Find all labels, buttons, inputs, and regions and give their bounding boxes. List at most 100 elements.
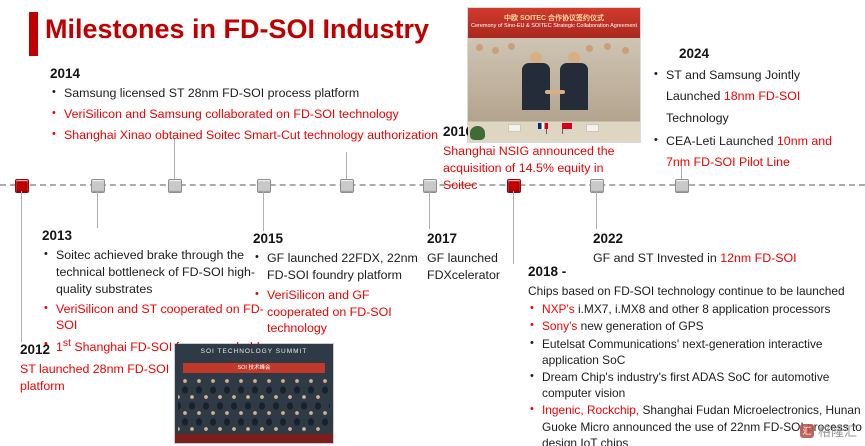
milestone-2017-year: 2017 (427, 231, 458, 246)
connector-2012 (21, 191, 22, 342)
milestone-2024-item-1-highlight: 10nm and 7nm FD-SOI Pilot Line (666, 133, 833, 170)
official-left (522, 52, 550, 110)
audience-head (586, 45, 593, 52)
timeline-marker-2012 (15, 179, 29, 193)
handshake (545, 90, 565, 94)
milestone-2022-text-pre: GF and ST Invested in (593, 251, 721, 265)
milestone-2014-item-1-text: VeriSilicon and Samsung collaborated on … (64, 106, 399, 121)
milestone-2022-text: GF and ST Invested in 12nm FD-SOI (593, 250, 855, 267)
milestone-2015-item-0-text: GF launched 22FDX, 22nm FD-SOI foundry p… (267, 251, 418, 282)
milestone-2015-item-1: VeriSilicon and GF cooperated on FD-SOI … (253, 287, 421, 338)
milestone-2024: 2024 ST and Samsung Jointly Launched 18n… (652, 46, 837, 176)
timeline-marker-2014 (168, 179, 182, 193)
audience-head (476, 44, 483, 51)
milestone-2014: 2014 Samsung licensed ST 28nm FD-SOI pro… (50, 66, 460, 148)
timeline-marker-2024 (675, 179, 689, 193)
milestone-2016-text: Shanghai NSIG announced the acquisition … (443, 144, 615, 192)
document-on-table (586, 124, 599, 132)
crowd-row (178, 377, 330, 394)
ceremony-banner-line1: 中欧 SOITEC 合作协议签约仪式 (504, 15, 604, 22)
timeline-marker-2016 (340, 179, 354, 193)
milestone-2018-item-1-highlight: Sony's (542, 319, 578, 334)
audience-head (508, 43, 515, 50)
milestone-2014-item-2: Shanghai Xinao obtained Soitec Smart-Cut… (50, 127, 460, 144)
milestone-2013-item-0-text: Soitec achieved brake through the techni… (56, 248, 256, 296)
milestone-2024-item-1: CEA-Leti Launched 10nm and 7nm FD-SOI Pi… (652, 131, 837, 174)
milestone-2024-item-0: ST and Samsung Jointly Launched 18nm FD-… (652, 65, 837, 129)
ceremony-table (468, 121, 640, 142)
timeline-marker-2015 (257, 179, 271, 193)
audience-head (622, 47, 629, 54)
milestone-2012-text: ST launched 28nm FD-SOI platform (20, 362, 170, 393)
milestone-2017-text: GF launched FDXcelerator (427, 251, 500, 282)
milestone-2024-item-0-post: Technology (666, 110, 729, 125)
milestone-2015-item-0: GF launched 22FDX, 22nm FD-SOI foundry p… (253, 250, 421, 284)
milestone-2024-item-0-highlight: 18nm FD-SOI (723, 89, 801, 104)
ceremony-banner: 中欧 SOITEC 合作协议签约仪式 Ceremony of Sino-EU &… (468, 8, 640, 38)
flag-pole (562, 124, 563, 134)
milestone-2018-item-0-highlight: NXP's (542, 302, 575, 317)
milestone-2018-item-4-highlight: Ingenic, Rockchip, (542, 403, 640, 418)
connector-2022 (596, 191, 597, 229)
milestone-2014-item-1: VeriSilicon and Samsung collaborated on … (50, 106, 460, 123)
milestone-2017: 2017 GF launched FDXcelerator (427, 231, 527, 284)
milestone-2014-item-0: Samsung licensed ST 28nm FD-SOI process … (50, 85, 460, 102)
ceremony-banner-line2: Ceremony of Sino-EU & SOITEC Strategic C… (471, 23, 637, 29)
milestone-2014-item-0-text: Samsung licensed ST 28nm FD-SOI process … (64, 86, 360, 100)
milestone-2016-year: 2016 (443, 124, 474, 139)
flag-pole (546, 124, 547, 134)
timeline-marker-2017 (423, 179, 437, 193)
milestone-2024-item-0-pre: ST and Samsung Jointly Launched (666, 68, 801, 104)
official-left-head (530, 52, 542, 64)
milestone-2013: 2013 Soitec achieved brake through the t… (42, 228, 270, 359)
milestone-2012-year: 2012 (20, 342, 51, 357)
connector-2017 (429, 191, 430, 229)
title-accent-bar (29, 12, 38, 56)
milestone-2018-item-4-text: Shanghai Fudan Microelectronics, Hunan G… (542, 403, 862, 446)
crowd-row (178, 409, 330, 426)
milestone-2018-item-3-text: Dream Chip's industry's first ADAS SoC f… (542, 369, 830, 401)
milestone-2018-item-1: Sony's new generation of GPS (528, 318, 865, 334)
milestone-2014-item-2-text: Shanghai Xinao obtained Soitec Smart-Cut… (64, 127, 439, 142)
signing-ceremony-photo: 中欧 SOITEC 合作协议签约仪式 Ceremony of Sino-EU &… (468, 8, 640, 142)
gelonghui-watermark-text: 格隆汇 (817, 424, 857, 439)
milestone-2013-item-2-num: 1 (56, 340, 63, 355)
gelonghui-watermark: 格隆汇 (799, 421, 857, 440)
connector-2016 (346, 152, 347, 179)
milestone-2018-intro: Chips based on FD-SOI technology continu… (528, 284, 845, 298)
china-flag (562, 123, 572, 129)
audience-head (604, 43, 611, 50)
milestone-2013-year: 2013 (42, 228, 73, 243)
milestone-2018-item-1-text: new generation of GPS (577, 319, 704, 334)
milestone-2015-year: 2015 (253, 231, 284, 246)
milestone-2018-year: 2018 - (528, 264, 567, 279)
milestone-2018-item-0: NXP's i.MX7, i.MX8 and other 8 applicati… (528, 301, 865, 317)
connector-2015 (263, 191, 264, 231)
official-right-head (568, 52, 580, 64)
milestone-2018-item-2-text: Eutelsat Communications' next-generation… (542, 336, 823, 367)
timeline-marker-2013 (91, 179, 105, 193)
timeline-marker-2018 (507, 179, 521, 193)
summit-group-photo: SOI TECHNOLOGY SUMMIT SOI 技术峰会 (175, 344, 333, 443)
connector-2014 (174, 138, 175, 179)
milestone-2022-year: 2022 (593, 231, 624, 246)
summit-title: SOI TECHNOLOGY SUMMIT (200, 348, 308, 355)
official-left-body (522, 63, 550, 110)
milestone-2018-item-4: Ingenic, Rockchip, Shanghai Fudan Microe… (528, 402, 865, 446)
milestone-2024-year: 2024 (679, 46, 710, 61)
official-right-body (560, 63, 588, 110)
summit-banner: SOI 技术峰会 (183, 363, 325, 373)
milestone-2013-item-0: Soitec achieved brake through the techni… (42, 247, 270, 298)
milestone-2022: 2022 GF and ST Invested in 12nm FD-SOI (593, 231, 855, 267)
milestone-2013-item-1-text: VeriSilicon and ST cooperated on FD-SOI (56, 301, 264, 333)
milestone-2018-item-2: Eutelsat Communications' next-generation… (528, 336, 865, 368)
milestone-2024-item-1-pre: CEA-Leti Launched (666, 133, 777, 148)
page-title: Milestones in FD-SOI Industry (45, 14, 430, 44)
milestone-2018: 2018 - Chips based on FD-SOI technology … (528, 264, 865, 446)
milestone-2014-year: 2014 (50, 66, 81, 81)
document-on-table (508, 124, 521, 132)
ceremony-room (468, 38, 640, 142)
milestone-2022-text-highlight: 12nm FD-SOI (720, 251, 797, 265)
milestone-2016: 2016 Shanghai NSIG announced the acquisi… (443, 124, 625, 194)
